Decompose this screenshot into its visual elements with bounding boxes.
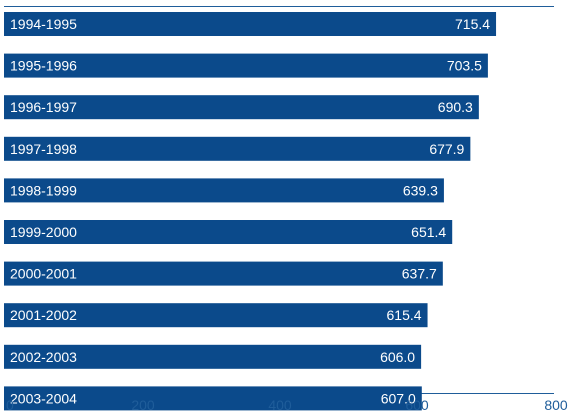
category-label: 1995-1996 xyxy=(10,58,77,74)
category-label: 1996-1997 xyxy=(10,99,77,115)
bar-1995-1996 xyxy=(4,53,488,78)
value-label: 703.5 xyxy=(447,58,482,74)
value-label: 715.4 xyxy=(455,16,490,32)
bar-2000-2001 xyxy=(4,261,443,286)
value-label: 651.4 xyxy=(411,224,446,240)
category-label: 2001-2002 xyxy=(10,307,77,323)
bar-1998-1999 xyxy=(4,178,444,203)
bar-2003-2004 xyxy=(4,386,422,411)
x-tick-label: 0 xyxy=(6,397,14,413)
category-label: 2000-2001 xyxy=(10,266,77,282)
x-tick-label: 800 xyxy=(544,397,568,413)
category-label: 1999-2000 xyxy=(10,224,77,240)
value-label: 615.4 xyxy=(387,307,422,323)
category-label: 1997-1998 xyxy=(10,141,77,157)
bars-group: 1994-1995 715.4 1995-1996 703.5 1996-1997 690… xyxy=(4,12,497,411)
x-axis-ticks: 0 200 400 600 800 xyxy=(6,397,568,413)
bar-1996-1997 xyxy=(4,95,479,120)
value-label: 690.3 xyxy=(438,99,473,115)
category-label: 1994-1995 xyxy=(10,16,77,32)
value-label: 677.9 xyxy=(429,141,464,157)
bar-1999-2000 xyxy=(4,220,453,244)
value-label: 639.3 xyxy=(403,182,438,198)
bar-2002-2003 xyxy=(4,344,422,369)
value-label: 637.7 xyxy=(402,266,437,282)
category-label: 2003-2004 xyxy=(10,390,77,406)
value-label: 606.0 xyxy=(380,349,415,365)
x-tick-label: 600 xyxy=(405,397,429,413)
bar-1997-1998 xyxy=(4,136,471,161)
bar-2001-2002 xyxy=(4,303,428,328)
value-label: 607.0 xyxy=(381,390,416,406)
category-label: 2002-2003 xyxy=(10,349,77,365)
category-label: 1998-1999 xyxy=(10,182,77,198)
bar-1994-1995 xyxy=(4,12,497,36)
x-tick-label: 200 xyxy=(131,397,155,413)
x-tick-label: 400 xyxy=(268,397,292,413)
